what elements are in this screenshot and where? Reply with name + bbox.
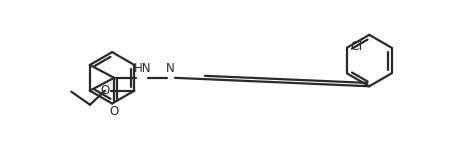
Text: N: N	[166, 62, 175, 75]
Text: O: O	[101, 84, 110, 97]
Text: Cl: Cl	[350, 40, 362, 53]
Text: O: O	[110, 105, 119, 118]
Text: HN: HN	[134, 62, 151, 75]
